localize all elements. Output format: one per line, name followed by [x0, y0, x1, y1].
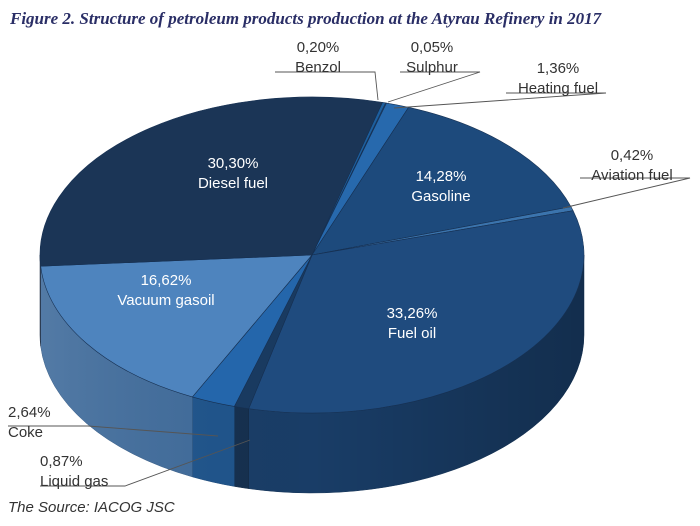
slice-value-liquid-gas: 0,87% — [40, 453, 83, 470]
chart-title: Figure 2. Structure of petroleum product… — [10, 9, 602, 28]
leader-line-coke — [8, 425, 219, 437]
leader-line-liquid-gas — [40, 439, 251, 487]
slice-value-sulphur: 0,05% — [411, 39, 454, 56]
slice-value-gasoline: 14,28% — [416, 168, 467, 185]
slice-label-liquid-gas: Liquid gas — [40, 473, 108, 490]
pie-slice-diesel-fuel — [39, 96, 383, 267]
leader-line-heating-fuel — [393, 92, 607, 109]
slice-value-diesel-fuel: 30,30% — [208, 155, 259, 172]
pie-slice-fuel-oil — [248, 210, 585, 414]
slice-label-gasoline: Gasoline — [411, 188, 470, 205]
slice-label-aviation-fuel: Aviation fuel — [591, 167, 672, 184]
slice-label-vacuum-gasoil: Vacuum gasoil — [117, 292, 214, 309]
slice-value-fuel-oil: 33,26% — [387, 305, 438, 322]
slice-label-coke: Coke — [8, 424, 43, 441]
leader-line-benzol — [275, 71, 379, 101]
slice-value-vacuum-gasoil: 16,62% — [141, 272, 192, 289]
slice-label-diesel-fuel: Diesel fuel — [198, 175, 268, 192]
slice-label-sulphur: Sulphur — [406, 59, 458, 76]
leader-lines — [8, 71, 691, 487]
pie-side-shading — [40, 255, 584, 493]
leader-line-sulphur — [387, 71, 481, 103]
pie-slice-vacuum-gasoil — [40, 254, 313, 398]
slice-label-benzol: Benzol — [295, 59, 341, 76]
slice-label-fuel-oil: Fuel oil — [388, 325, 436, 342]
slice-value-aviation-fuel: 0,42% — [611, 147, 654, 164]
leader-line-aviation-fuel — [562, 177, 691, 209]
source-note: The Source: IACOG JSC — [8, 499, 175, 516]
slice-value-heating-fuel: 1,36% — [537, 60, 580, 77]
slice-label-heating-fuel: Heating fuel — [518, 80, 598, 97]
slice-value-benzol: 0,20% — [297, 39, 340, 56]
slice-labels: 0,20% Benzol 0,05% Sulphur 1,36% Heating fuel… — [8, 39, 673, 490]
pie-tops — [39, 96, 585, 414]
pie-slice-gasoline — [311, 106, 572, 256]
pie-sides — [39, 254, 585, 494]
slice-value-coke: 2,64% — [8, 404, 51, 421]
